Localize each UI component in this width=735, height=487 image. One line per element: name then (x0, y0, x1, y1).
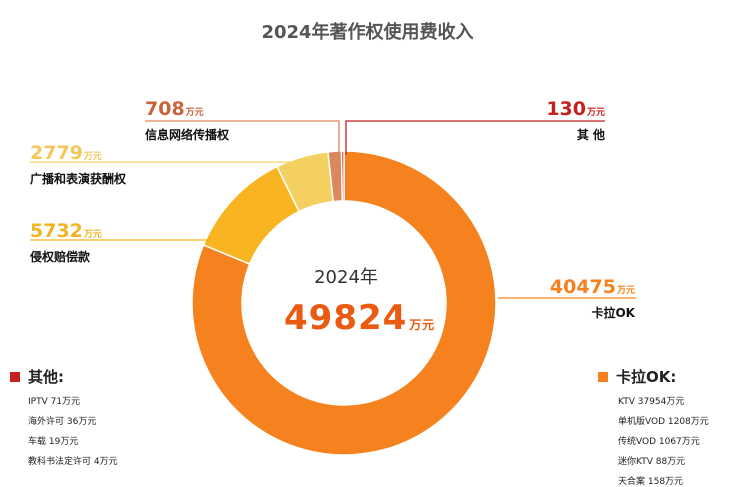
label-network-value: 708 (145, 98, 185, 120)
label-karaoke: 40475万元 卡拉OK (550, 276, 635, 321)
center-total-value: 49824 (284, 298, 408, 338)
karaoke-breakdown: 卡拉OK: KTV 37954万元 单机版VOD 1208万元 传统VOD 10… (598, 366, 709, 487)
label-infringement-unit: 万元 (83, 230, 102, 240)
label-karaoke-name: 卡拉OK (591, 306, 635, 320)
karaoke-breakdown-item: KTV 37954万元 (618, 397, 685, 407)
label-network-name: 信息网络传播权 (145, 128, 230, 142)
center-total: 49824 万元 (284, 298, 444, 338)
karaoke-breakdown-title: 卡拉OK (616, 368, 671, 386)
label-infringement-value: 5732 (30, 220, 83, 242)
chart-title: 2024年著作权使用费收入 (261, 22, 474, 43)
karaoke-breakdown-header: 卡拉OK: (598, 366, 709, 387)
leader-lines (30, 120, 636, 299)
label-broadcast-unit: 万元 (83, 152, 102, 162)
label-other-name: 其 他 (576, 128, 605, 142)
label-broadcast-name: 广播和表演获酬权 (30, 172, 127, 186)
other-breakdown-colon: : (58, 367, 65, 386)
leader-line-network (145, 120, 340, 155)
label-other-value: 130 (546, 98, 586, 120)
karaoke-breakdown-colon: : (670, 367, 677, 386)
karaoke-breakdown-item: 天合案 158万元 (618, 477, 684, 487)
label-broadcast-value: 2779 (30, 142, 83, 164)
label-karaoke-unit: 万元 (616, 286, 635, 296)
label-other-unit: 万元 (586, 108, 605, 118)
label-broadcast: 2779万元 广播和表演获酬权 (30, 142, 126, 187)
other-breakdown-item: 车载 19万元 (28, 437, 79, 447)
other-breakdown-item: 教科书法定许可 4万元 (28, 457, 118, 467)
label-network: 708万元 信息网络传播权 (145, 98, 229, 143)
label-network-unit: 万元 (185, 108, 204, 118)
label-other: 130万元 其 他 (546, 98, 605, 143)
other-breakdown: 其他: IPTV 71万元 海外许可 36万元 车载 19万元 教科书法定许可 … (10, 366, 118, 467)
other-square-icon (10, 371, 20, 382)
karaoke-breakdown-item: 单机版VOD 1208万元 (618, 417, 709, 427)
donut-slices (191, 150, 497, 456)
karaoke-square-icon (598, 371, 608, 382)
donut-slice-0 (191, 150, 497, 456)
center-year: 2024年 (314, 267, 378, 288)
other-breakdown-title: 其他 (28, 368, 59, 386)
other-breakdown-item: IPTV 71万元 (28, 397, 81, 407)
label-infringement: 5732万元 侵权赔偿款 (30, 220, 102, 265)
donut-slice-4 (340, 150, 345, 202)
other-breakdown-header: 其他: (10, 366, 118, 387)
leader-line-other (345, 120, 605, 155)
karaoke-breakdown-item: 传统VOD 1067万元 (618, 437, 700, 447)
center-total-unit: 万元 (409, 318, 436, 332)
label-karaoke-value: 40475 (549, 276, 616, 298)
karaoke-breakdown-item: 迷你KTV 88万元 (618, 457, 686, 467)
other-breakdown-item: 海外许可 36万元 (28, 417, 97, 427)
label-infringement-name: 侵权赔偿款 (30, 250, 91, 264)
